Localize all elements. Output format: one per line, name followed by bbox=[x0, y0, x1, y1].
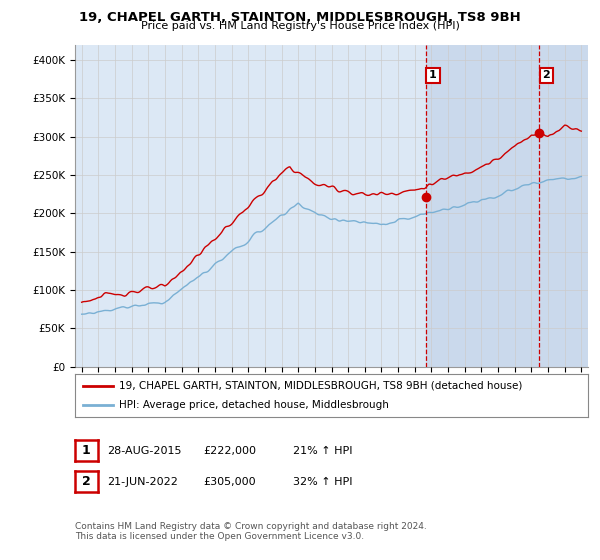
Text: 1: 1 bbox=[429, 71, 437, 81]
Text: HPI: Average price, detached house, Middlesbrough: HPI: Average price, detached house, Midd… bbox=[119, 400, 388, 410]
Text: Contains HM Land Registry data © Crown copyright and database right 2024.
This d: Contains HM Land Registry data © Crown c… bbox=[75, 522, 427, 542]
Bar bbox=[539, 45, 590, 367]
Text: £222,000: £222,000 bbox=[203, 446, 256, 456]
Text: 21-JUN-2022: 21-JUN-2022 bbox=[107, 477, 178, 487]
Text: 1: 1 bbox=[82, 444, 91, 458]
Text: 21% ↑ HPI: 21% ↑ HPI bbox=[293, 446, 352, 456]
Text: Price paid vs. HM Land Registry's House Price Index (HPI): Price paid vs. HM Land Registry's House … bbox=[140, 21, 460, 31]
Text: 2: 2 bbox=[82, 475, 91, 488]
Text: 28-AUG-2015: 28-AUG-2015 bbox=[107, 446, 181, 456]
Text: 19, CHAPEL GARTH, STAINTON, MIDDLESBROUGH, TS8 9BH: 19, CHAPEL GARTH, STAINTON, MIDDLESBROUG… bbox=[79, 11, 521, 24]
Text: 32% ↑ HPI: 32% ↑ HPI bbox=[293, 477, 352, 487]
Text: £305,000: £305,000 bbox=[203, 477, 256, 487]
Text: 2: 2 bbox=[542, 71, 550, 81]
Bar bbox=[426, 45, 539, 367]
Text: 19, CHAPEL GARTH, STAINTON, MIDDLESBROUGH, TS8 9BH (detached house): 19, CHAPEL GARTH, STAINTON, MIDDLESBROUG… bbox=[119, 381, 522, 391]
